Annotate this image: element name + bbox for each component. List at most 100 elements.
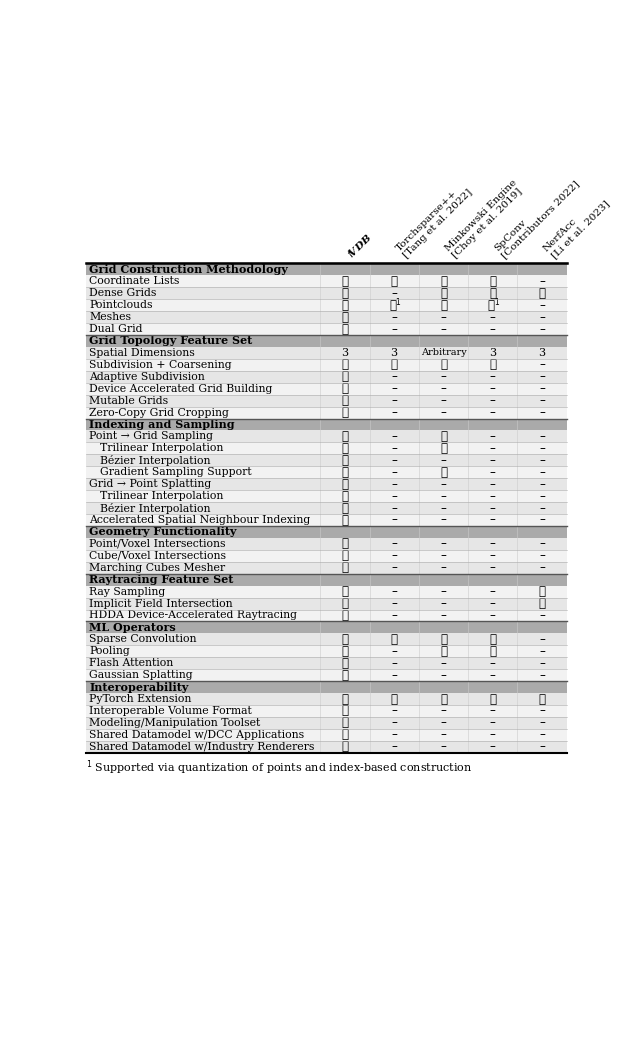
Text: ✓: ✓: [341, 322, 348, 336]
Text: ✓: ✓: [341, 633, 348, 646]
Text: ✓: ✓: [341, 609, 348, 622]
Text: ✓: ✓: [341, 311, 348, 323]
Text: –: –: [391, 370, 397, 384]
Text: ✓: ✓: [390, 633, 397, 646]
Text: ✓: ✓: [341, 430, 348, 443]
Text: $f\!$VDB: $f\!$VDB: [345, 231, 374, 260]
Text: $^1$ Supported via quantization of points and index-based construction: $^1$ Supported via quantization of point…: [86, 759, 473, 778]
Text: ✓: ✓: [488, 298, 495, 312]
Text: –: –: [391, 477, 397, 491]
Text: –: –: [490, 728, 496, 742]
Text: Grid Topology Feature Set: Grid Topology Feature Set: [90, 336, 253, 346]
Text: –: –: [539, 514, 545, 526]
Bar: [86, 431, 566, 442]
Text: Grid Construction Methodology: Grid Construction Methodology: [90, 264, 288, 275]
Text: –: –: [490, 383, 496, 395]
Text: ✓: ✓: [538, 693, 545, 705]
Text: 3: 3: [538, 348, 546, 358]
Text: ✓: ✓: [341, 394, 348, 407]
Text: –: –: [391, 717, 397, 729]
Text: –: –: [539, 370, 545, 384]
Text: Minkowski Engine
[Choy et al. 2019]: Minkowski Engine [Choy et al. 2019]: [444, 178, 526, 260]
Text: –: –: [539, 656, 545, 670]
Text: 3: 3: [341, 348, 348, 358]
Text: Cube/Voxel Intersections: Cube/Voxel Intersections: [90, 551, 227, 561]
Text: –: –: [490, 740, 496, 753]
Text: Interoperable Volume Format: Interoperable Volume Format: [90, 706, 252, 716]
Text: –: –: [539, 538, 545, 550]
Bar: [86, 276, 566, 287]
Text: PyTorch Extension: PyTorch Extension: [90, 694, 191, 704]
Text: Point/Voxel Intersections: Point/Voxel Intersections: [90, 539, 226, 549]
Text: ✓: ✓: [341, 656, 348, 670]
Text: –: –: [391, 394, 397, 407]
Text: Torchsparse++
[Tang et al. 2022]: Torchsparse++ [Tang et al. 2022]: [394, 181, 474, 260]
Text: –: –: [490, 370, 496, 384]
Bar: [86, 705, 566, 717]
Bar: [86, 526, 566, 538]
Text: –: –: [539, 430, 545, 443]
Bar: [86, 418, 566, 431]
Text: ✓: ✓: [341, 466, 348, 478]
Bar: [86, 323, 566, 335]
Text: ✓: ✓: [341, 359, 348, 371]
Text: HDDA Device-Accelerated Raytracing: HDDA Device-Accelerated Raytracing: [90, 610, 298, 621]
Text: –: –: [539, 394, 545, 407]
Text: –: –: [490, 514, 496, 526]
Text: –: –: [539, 275, 545, 288]
Text: Implicit Field Intersection: Implicit Field Intersection: [90, 599, 233, 608]
Text: –: –: [539, 359, 545, 371]
Bar: [86, 562, 566, 574]
Text: ✓: ✓: [440, 645, 447, 657]
Text: ✓: ✓: [538, 287, 545, 300]
Text: ✓: ✓: [489, 359, 496, 371]
Text: ✓: ✓: [390, 693, 397, 705]
Text: Marching Cubes Mesher: Marching Cubes Mesher: [90, 563, 225, 573]
Text: –: –: [440, 477, 447, 491]
Bar: [86, 740, 566, 753]
Text: Shared Datamodel w/DCC Applications: Shared Datamodel w/DCC Applications: [90, 730, 305, 739]
Text: ✓: ✓: [489, 645, 496, 657]
Text: ✓: ✓: [440, 275, 447, 288]
Text: –: –: [539, 728, 545, 742]
Text: –: –: [440, 656, 447, 670]
Text: –: –: [391, 538, 397, 550]
Text: 3: 3: [390, 348, 397, 358]
Bar: [86, 395, 566, 407]
Text: –: –: [440, 597, 447, 610]
Text: ✓: ✓: [489, 693, 496, 705]
Text: –: –: [539, 311, 545, 323]
Text: –: –: [391, 514, 397, 526]
Text: –: –: [490, 406, 496, 419]
Text: Accelerated Spatial Neighbour Indexing: Accelerated Spatial Neighbour Indexing: [90, 515, 310, 525]
Bar: [86, 311, 566, 323]
Text: –: –: [490, 597, 496, 610]
Text: –: –: [440, 740, 447, 753]
Text: NerfAcc
[Li et al. 2023]: NerfAcc [Li et al. 2023]: [542, 191, 611, 260]
Text: –: –: [391, 287, 397, 300]
Text: –: –: [490, 453, 496, 467]
Bar: [86, 371, 566, 383]
Text: –: –: [490, 586, 496, 598]
Bar: [86, 669, 566, 681]
Bar: [86, 263, 566, 276]
Text: Mutable Grids: Mutable Grids: [90, 395, 168, 406]
Bar: [86, 300, 566, 311]
Text: –: –: [391, 383, 397, 395]
Text: ✓: ✓: [341, 704, 348, 718]
Text: –: –: [539, 740, 545, 753]
Text: –: –: [539, 704, 545, 718]
Text: ✓: ✓: [440, 466, 447, 478]
Bar: [86, 693, 566, 705]
Text: ✓: ✓: [341, 275, 348, 288]
Text: Bézier Interpolation: Bézier Interpolation: [100, 502, 211, 514]
Text: Grid → Point Splatting: Grid → Point Splatting: [90, 479, 212, 489]
Text: –: –: [391, 442, 397, 454]
Text: –: –: [490, 490, 496, 502]
Text: Raytracing Feature Set: Raytracing Feature Set: [90, 574, 234, 586]
Text: –: –: [440, 311, 447, 323]
Text: –: –: [490, 501, 496, 515]
Text: Shared Datamodel w/Industry Renderers: Shared Datamodel w/Industry Renderers: [90, 742, 315, 752]
Text: Dense Grids: Dense Grids: [90, 288, 157, 298]
Text: Coordinate Lists: Coordinate Lists: [90, 277, 180, 286]
